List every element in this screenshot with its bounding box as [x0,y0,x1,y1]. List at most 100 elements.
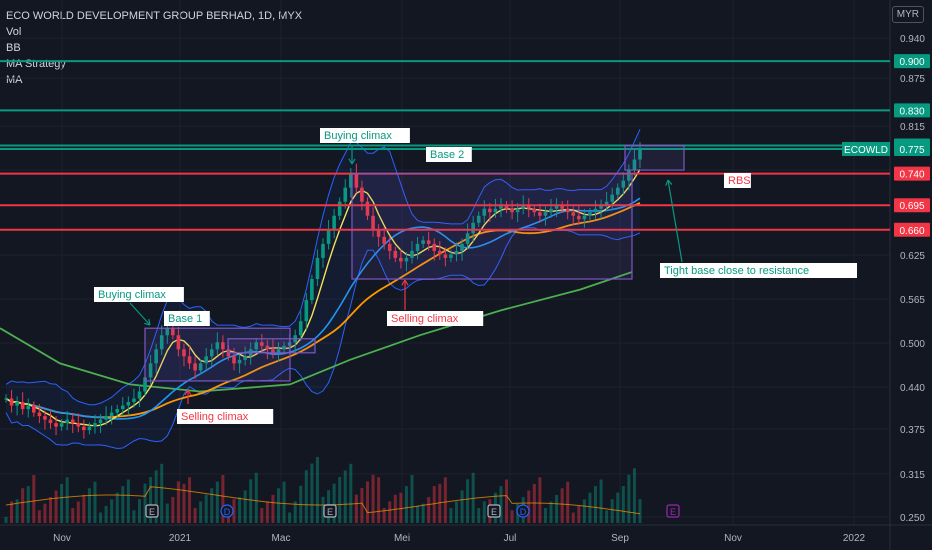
indicator-ma[interactable]: MA [6,74,23,86]
indicator-bb[interactable]: BB [6,42,21,54]
candle-body [604,201,609,206]
volume-bar [215,481,219,523]
volume-bar [399,492,403,523]
candle-body [104,416,108,420]
volume-bar [204,494,208,523]
volume-bar [349,463,353,523]
candle-body [432,243,437,251]
time-tick-label: Nov [53,533,71,544]
annotation-buying-climax-1: Buying climax [94,287,184,302]
candle-body [565,208,570,213]
candle-body [610,194,614,202]
annotation-base-1-box [164,311,210,326]
volume-bar [26,486,30,523]
time-tick-label: Sep [611,533,629,544]
time-tick-label: 2021 [169,533,192,544]
candle-body [493,208,498,213]
volume-bar [594,486,598,523]
dividend-marker[interactable] [220,504,234,518]
volume-bar [338,477,342,523]
price-level-label: 0.775 [899,145,924,156]
currency-badge[interactable]: MYR [891,6,924,23]
volume-bar [449,508,453,523]
annotation-selling-climax-2: Selling climax [387,311,484,326]
candle-body [43,416,47,420]
candle-body [32,405,36,413]
base-1-inner-box[interactable] [227,338,316,354]
candle-body [87,426,92,431]
symbol-tag [842,141,890,156]
volume-bar [443,477,447,523]
earnings-marker[interactable] [487,504,501,518]
volume-bar [277,488,281,523]
event-marker-label: D [520,507,527,517]
volume-bar [555,494,559,523]
volume-bar [365,481,369,523]
candle-body [37,412,42,417]
candle-body [499,205,503,209]
candle-body [154,349,158,364]
candle-body [371,215,375,230]
volume-bar [499,486,503,523]
volume-bar [199,501,203,523]
price-level-tag [894,54,930,69]
arrow-tight-base-head [665,179,673,186]
volume-bar [482,501,486,523]
candle-body [615,187,620,195]
volume-bar [471,472,475,523]
volume-bar [321,496,325,523]
arrow-selling-climax-2-head [401,279,409,286]
price-tick-label: 0.565 [900,295,925,306]
candle-body [526,205,531,209]
volume-bar [588,492,592,523]
candle-body [337,201,342,216]
candle-body [376,229,381,237]
volume-bar [65,477,69,523]
annotation-tight-base: Tight base close to resistance [660,263,857,278]
price-tick-label: 0.440 [900,383,925,394]
candle-body [260,342,264,346]
arrow-buying-climax-1-head [144,318,151,326]
candle-body [9,398,14,406]
candle-body [538,212,542,216]
earnings-marker[interactable] [666,504,680,518]
earnings-marker[interactable] [145,504,159,518]
earnings-marker[interactable] [323,504,337,518]
arrow-selling-climax-1 [184,389,192,404]
price-level-label: 0.695 [899,201,924,212]
event-marker-label: D [224,507,231,517]
volume-bar [638,499,642,523]
volume-bar [104,505,108,523]
volume-bar [54,490,58,523]
annotation-buying-climax-1-text: Buying climax [98,289,166,301]
annotation-selling-climax-2-box [387,311,484,326]
candle-body [404,257,409,262]
event-marker-label: E [670,507,676,517]
candle-body [554,205,559,209]
volume-bar [354,494,358,523]
volume-bar [243,490,247,523]
candle-body [532,208,537,213]
tight-base-box[interactable] [624,144,685,171]
volume-bar [538,477,542,523]
candle-body [132,398,136,403]
candle-body [209,349,214,357]
dividend-marker[interactable] [516,504,530,518]
volume-bar [265,501,269,523]
volume-bar [416,505,420,523]
base-1-box[interactable] [144,327,291,382]
annotation-rbs-text: RBS [728,175,751,187]
candle-body [93,423,97,427]
candle-body [471,222,475,234]
candle-body [426,240,431,244]
candle-body [310,279,314,301]
base-2-box[interactable] [351,172,633,280]
volume-bar [238,497,242,523]
candle-body [465,233,470,244]
volume-bar [60,483,64,523]
event-marker-label: E [327,507,333,517]
indicator-vol[interactable]: Vol [6,26,22,38]
candle-body [326,229,331,244]
volume-bar [460,490,464,523]
